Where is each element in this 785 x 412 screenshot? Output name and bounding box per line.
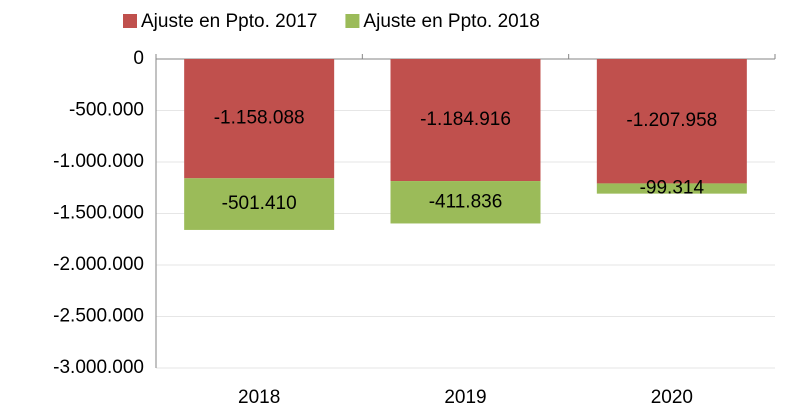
y-tick-label: -2.500.000 [53,306,144,327]
legend-label: Ajuste en Ppto. 2018 [363,11,539,32]
y-tick-label: -500.000 [69,100,144,121]
x-tick-label: 2020 [651,387,693,408]
y-tick-label: 0 [133,48,144,69]
bar-segment [390,181,541,224]
data-label: -1.184.916 [420,109,511,130]
bar-segment [184,178,335,230]
y-tick-label: -1.000.000 [53,151,144,172]
legend-swatch [123,14,137,28]
legend-label: Ajuste en Ppto. 2017 [141,11,317,32]
bar-segment [596,183,747,194]
legend-swatch [345,14,360,28]
y-tick-label: -2.000.000 [53,254,144,275]
y-tick-label: -1.500.000 [53,203,144,224]
x-tick-label: 2019 [444,387,486,408]
data-label: -99.314 [640,178,705,199]
data-label: -1.158.088 [214,108,305,129]
data-label: -1.207.958 [626,110,717,131]
bar-segment [596,59,747,184]
x-tick-label: 2018 [238,387,280,408]
bar-segment [390,59,541,182]
y-tick-label: -3.000.000 [53,357,144,378]
bar-segment [184,59,335,179]
data-label: -411.836 [429,191,503,212]
data-label: -501.410 [222,193,297,214]
